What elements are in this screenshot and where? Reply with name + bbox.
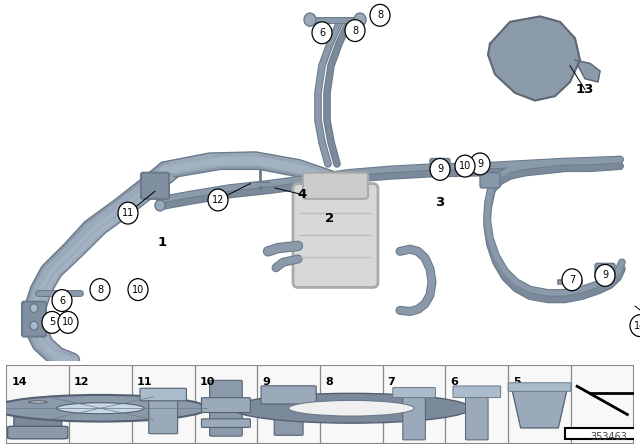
Polygon shape [511, 386, 568, 428]
FancyBboxPatch shape [465, 391, 488, 440]
FancyBboxPatch shape [141, 172, 169, 199]
Circle shape [562, 269, 582, 291]
Polygon shape [488, 17, 580, 100]
FancyBboxPatch shape [22, 302, 46, 336]
Circle shape [52, 289, 72, 311]
Circle shape [0, 395, 207, 422]
Text: 14: 14 [12, 377, 27, 387]
Text: 14: 14 [634, 321, 640, 331]
Circle shape [430, 159, 450, 180]
Circle shape [289, 401, 414, 416]
Text: 8: 8 [97, 284, 103, 295]
Text: 11: 11 [137, 377, 152, 387]
Circle shape [58, 311, 78, 333]
Text: 6: 6 [451, 377, 458, 387]
FancyBboxPatch shape [140, 388, 186, 401]
Circle shape [128, 279, 148, 301]
Text: 8: 8 [377, 10, 383, 20]
Circle shape [42, 311, 62, 333]
FancyBboxPatch shape [202, 398, 250, 413]
Circle shape [370, 4, 390, 26]
FancyBboxPatch shape [303, 172, 368, 199]
Text: 10: 10 [132, 284, 144, 295]
FancyBboxPatch shape [293, 184, 378, 288]
Text: 8: 8 [352, 26, 358, 35]
Text: 12: 12 [212, 195, 224, 205]
Text: 1: 1 [157, 236, 166, 249]
Text: 10: 10 [62, 317, 74, 327]
Circle shape [595, 264, 615, 286]
FancyBboxPatch shape [261, 386, 316, 404]
Text: 13: 13 [576, 83, 594, 96]
FancyBboxPatch shape [274, 395, 303, 435]
FancyBboxPatch shape [202, 419, 250, 427]
FancyBboxPatch shape [8, 426, 68, 439]
Polygon shape [575, 60, 600, 82]
Text: 9: 9 [437, 164, 443, 174]
Circle shape [30, 321, 38, 330]
Text: 10: 10 [459, 161, 471, 171]
Circle shape [118, 202, 138, 224]
FancyBboxPatch shape [403, 391, 426, 440]
Text: 7: 7 [388, 377, 396, 387]
FancyBboxPatch shape [6, 365, 634, 444]
Circle shape [56, 403, 145, 414]
Circle shape [470, 153, 490, 175]
FancyBboxPatch shape [508, 383, 571, 392]
Text: 5: 5 [513, 377, 521, 387]
Circle shape [477, 161, 487, 172]
Circle shape [354, 13, 366, 26]
Circle shape [208, 189, 228, 211]
Text: 4: 4 [298, 188, 307, 201]
Circle shape [28, 401, 47, 403]
Circle shape [630, 315, 640, 336]
Circle shape [232, 393, 470, 423]
Circle shape [90, 279, 110, 301]
Circle shape [155, 200, 165, 211]
Circle shape [312, 22, 332, 44]
Text: 6: 6 [59, 296, 65, 306]
Text: 7: 7 [569, 275, 575, 285]
FancyBboxPatch shape [148, 392, 178, 434]
Text: 2: 2 [325, 212, 335, 225]
Text: 11: 11 [122, 208, 134, 218]
Text: 10: 10 [200, 377, 215, 387]
Circle shape [30, 304, 38, 313]
Text: 9: 9 [602, 271, 608, 280]
FancyBboxPatch shape [564, 428, 640, 439]
Text: 5: 5 [49, 317, 55, 327]
Text: 3: 3 [435, 196, 445, 209]
Text: 8: 8 [325, 377, 333, 387]
Circle shape [345, 20, 365, 42]
FancyBboxPatch shape [595, 263, 615, 279]
FancyBboxPatch shape [480, 172, 500, 188]
Circle shape [304, 13, 316, 26]
Text: 353463: 353463 [591, 432, 627, 442]
Circle shape [455, 155, 475, 177]
FancyBboxPatch shape [210, 380, 242, 436]
Text: 12: 12 [74, 377, 90, 387]
Text: 9: 9 [262, 377, 270, 387]
FancyBboxPatch shape [14, 406, 61, 433]
FancyBboxPatch shape [430, 159, 450, 174]
FancyBboxPatch shape [393, 388, 435, 397]
FancyBboxPatch shape [453, 386, 500, 397]
Text: 6: 6 [319, 28, 325, 38]
Text: 9: 9 [477, 159, 483, 169]
